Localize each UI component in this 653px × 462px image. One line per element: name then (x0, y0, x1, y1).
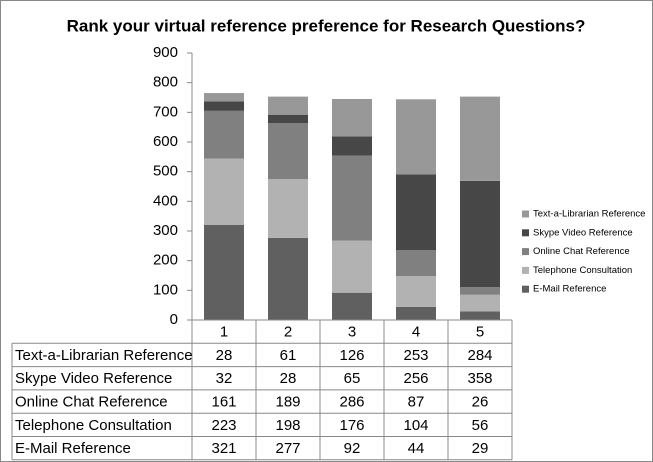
table-row-label: Telephone Consultation (15, 417, 172, 434)
table-cell: 61 (280, 347, 297, 364)
table-cell: 284 (467, 347, 492, 364)
y-tick-label: 800 (153, 74, 178, 91)
table-cell: 126 (339, 347, 364, 364)
bar-segment (396, 250, 436, 277)
bar-segment (332, 155, 372, 241)
table-cell: 28 (216, 347, 233, 364)
y-tick-label: 500 (153, 163, 178, 180)
y-tick-label: 300 (153, 222, 178, 239)
table-cell: 32 (216, 370, 233, 387)
legend-swatch (522, 285, 529, 293)
table-cell: 321 (211, 440, 236, 457)
table-cell: 198 (275, 417, 300, 434)
y-tick-label: 100 (153, 281, 178, 298)
table-cell: 176 (339, 417, 364, 434)
bar-segment (204, 224, 244, 320)
table-cell: 286 (339, 394, 364, 411)
x-tick-label: 2 (284, 324, 292, 341)
bar-segment (204, 158, 244, 225)
table-row-label: Skype Video Reference (15, 370, 172, 387)
table-row-label: Text-a-Librarian Reference (15, 347, 193, 364)
table-cell: 87 (408, 394, 425, 411)
bar-segment (204, 110, 244, 159)
legend-swatch (522, 229, 529, 237)
table-cell: 223 (211, 417, 236, 434)
legend-swatch (522, 266, 529, 274)
chart-title: Rank your virtual reference preference f… (67, 16, 586, 35)
bar-segment (268, 237, 308, 320)
y-tick-label: 700 (153, 103, 178, 120)
y-tick-label: 400 (153, 192, 178, 209)
y-tick-label: 200 (153, 252, 178, 269)
bar-segment (332, 240, 372, 293)
bar-segment (460, 287, 500, 295)
y-tick-label: 600 (153, 133, 178, 150)
table-cell: 65 (344, 370, 361, 387)
legend-label: E-Mail Reference (533, 284, 606, 295)
table-row-label: E-Mail Reference (15, 440, 131, 457)
bar-segment (396, 99, 436, 175)
table-cell: 56 (472, 417, 489, 434)
legend-label: Skype Video Reference (533, 227, 633, 238)
table-cell: 92 (344, 440, 361, 457)
bar-segment (268, 114, 308, 124)
table-cell: 104 (403, 417, 428, 434)
legend-swatch (522, 210, 529, 218)
bar-segment (204, 101, 244, 111)
bar-segment (396, 306, 436, 320)
table-cell: 256 (403, 370, 428, 387)
bar-segment (396, 276, 436, 307)
legend-label: Online Chat Reference (533, 246, 630, 257)
y-tick-label: 0 (170, 311, 178, 328)
table-cell: 29 (472, 440, 489, 457)
legend-label: Telephone Consultation (533, 265, 632, 276)
x-tick-label: 5 (476, 324, 484, 341)
table-cell: 189 (275, 394, 300, 411)
table-row-label: Online Chat Reference (15, 394, 168, 411)
table-cell: 26 (472, 394, 489, 411)
legend-swatch (522, 248, 529, 256)
table-cell: 253 (403, 347, 428, 364)
bar-segment (268, 96, 308, 115)
table-cell: 358 (467, 370, 492, 387)
bar-segment (332, 292, 372, 320)
bar-segment (460, 96, 500, 181)
x-tick-label: 4 (412, 324, 420, 341)
bar-segment (332, 98, 372, 137)
table-cell: 44 (408, 440, 425, 457)
table-cell: 28 (280, 370, 297, 387)
bar-segment (460, 180, 500, 288)
y-tick-label: 900 (153, 44, 178, 61)
x-tick-label: 1 (220, 324, 228, 341)
table-cell: 277 (275, 440, 300, 457)
bar-segment (332, 136, 372, 156)
x-tick-label: 3 (348, 324, 356, 341)
bar-segment (268, 179, 308, 238)
legend-label: Text-a-Librarian Reference (533, 209, 645, 220)
bar-segment (268, 123, 308, 180)
table-cell: 161 (211, 394, 236, 411)
bar-segment (204, 93, 244, 102)
bar-segment (460, 311, 500, 320)
bar-segment (396, 174, 436, 251)
bar-segment (460, 294, 500, 312)
